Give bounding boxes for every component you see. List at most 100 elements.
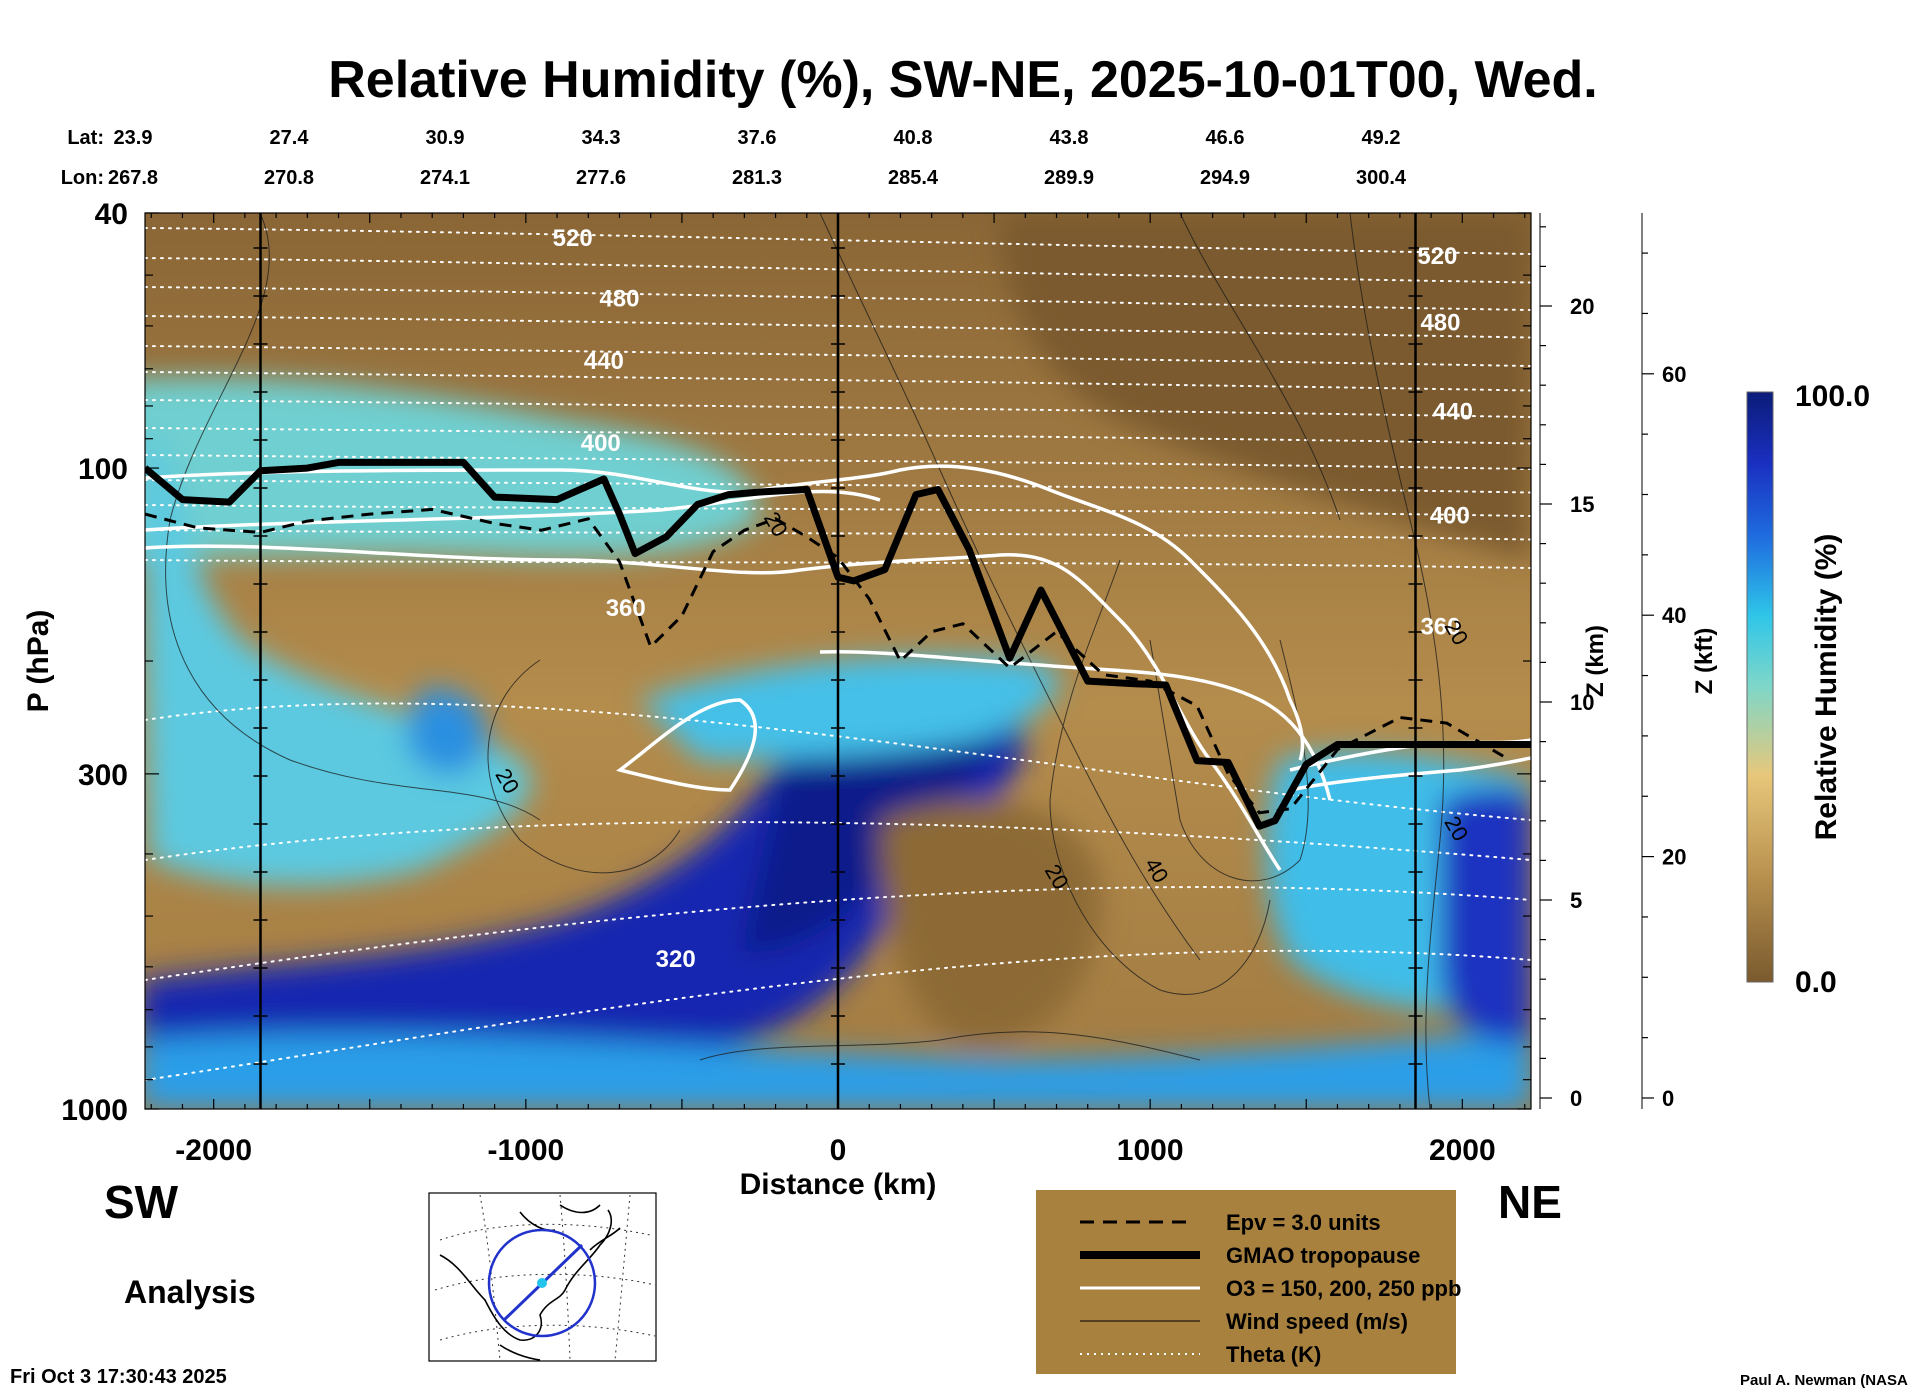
z-km-tick-label: 0 <box>1570 1086 1582 1111</box>
ozone-contour <box>145 544 1282 871</box>
theta-contour <box>145 559 1531 569</box>
colorbar-label: Relative Humidity (%) <box>1810 534 1843 841</box>
lon-label: Lon: <box>61 167 104 189</box>
z-km-tick-label: 15 <box>1570 492 1594 517</box>
theta-contour <box>145 479 1531 494</box>
y-axis-label: P (hPa) <box>22 610 55 713</box>
lon-value: 267.8 <box>108 167 158 189</box>
theta-label: 360 <box>606 595 646 622</box>
y-tick-label: 300 <box>78 759 128 792</box>
theta-label: 520 <box>553 225 593 252</box>
x-tick-label: -2000 <box>175 1134 252 1167</box>
rh-saturated-right <box>1440 788 1531 1043</box>
y-tick-label: 40 <box>95 198 128 231</box>
theta-label: 400 <box>581 430 621 457</box>
ozone-contour <box>616 698 758 792</box>
theta-contour <box>145 702 1531 821</box>
rh-moist-region-left <box>145 433 531 886</box>
theta-label: 440 <box>1433 399 1473 426</box>
lat-value: 46.6 <box>1206 127 1245 149</box>
theta-contour <box>145 286 1531 311</box>
theta-contour <box>145 371 1531 392</box>
z-km-axis: 0 5 10 15 20 Z (km) <box>1539 213 1609 1111</box>
ozone-contour <box>819 650 1332 801</box>
theta-label: 480 <box>1420 309 1460 336</box>
z-kft-axis: 0 20 40 60 Z (kft) <box>1641 213 1718 1111</box>
wind-contour <box>1049 559 1271 995</box>
legend-label-theta: Theta (K) <box>1226 1342 1321 1367</box>
lat-value: 49.2 <box>1362 127 1401 149</box>
lat-value: 27.4 <box>270 127 310 149</box>
theta-contour <box>145 886 1531 981</box>
colorbar-min-label: 0.0 <box>1795 966 1837 999</box>
theta-contour <box>145 227 1531 255</box>
lat-value: 37.6 <box>738 127 777 149</box>
theta-contour <box>145 315 1531 339</box>
z-kft-tick-label: 20 <box>1662 845 1686 870</box>
tropopause-group <box>145 458 1531 830</box>
rh-field <box>145 213 1531 1109</box>
lat-value: 30.9 <box>426 127 465 149</box>
timestamp: Fri Oct 3 17:30:43 2025 <box>10 1366 227 1388</box>
colorbar-max-label: 100.0 <box>1795 380 1870 413</box>
legend: Epv = 3.0 units GMAO tropopause O3 = 150… <box>1036 1190 1461 1374</box>
theta-label: 520 <box>1417 243 1457 270</box>
theta-contour <box>145 821 1531 861</box>
theta-contour <box>145 949 1531 1081</box>
theta-label: 320 <box>656 946 696 973</box>
mode-label: Analysis <box>124 1274 256 1310</box>
theta-contour <box>145 427 1531 445</box>
direction-right: NE <box>1498 1176 1562 1228</box>
wind-contour <box>487 659 681 874</box>
lon-value: 285.4 <box>888 167 939 189</box>
theta-contour <box>145 399 1531 418</box>
x-tick-label: 1000 <box>1117 1134 1184 1167</box>
theta-contour <box>145 454 1531 470</box>
x-tick-label: -1000 <box>487 1134 564 1167</box>
wind-contour <box>819 213 1201 961</box>
rh-dry-pocket-center <box>880 800 1102 1050</box>
z-km-tick-label: 5 <box>1570 888 1582 913</box>
inset-map-coastline <box>439 1204 621 1361</box>
z-kft-axis-label: Z (kft) <box>1691 628 1718 695</box>
inset-map-domain-circle <box>487 1228 597 1338</box>
z-km-tick-label: 20 <box>1570 294 1594 319</box>
theta-contour <box>145 257 1531 284</box>
rh-moist-core-left <box>405 688 487 775</box>
inset-map-frame <box>428 1192 657 1362</box>
lat-value: 43.8 <box>1050 127 1089 149</box>
reference-lines <box>253 213 1423 1109</box>
credit: Paul A. Newman (NASA <box>1740 1372 1908 1389</box>
theta-contour <box>145 504 1531 517</box>
z-kft-tick-label: 40 <box>1662 603 1686 628</box>
x-axis: -2000 -1000 0 1000 2000 Distance (km) <box>150 213 1526 1201</box>
inset-map <box>428 1192 657 1362</box>
lat-value: 23.9 <box>114 127 153 149</box>
y-tick-label: 1000 <box>61 1094 128 1127</box>
lat-value: 34.3 <box>582 127 621 149</box>
y-axis: 40 100 300 1000 P (hPa) <box>22 198 1531 1127</box>
x-axis-label: Distance (km) <box>740 1168 937 1201</box>
z-kft-tick-label: 0 <box>1662 1086 1674 1111</box>
lon-value: 274.1 <box>420 167 470 189</box>
lon-value: 281.3 <box>732 167 782 189</box>
wind-contour <box>1349 213 1445 1109</box>
lat-value: 40.8 <box>894 127 933 149</box>
lat-label: Lat: <box>67 127 104 149</box>
inset-map-graticule <box>434 1194 656 1361</box>
rh-moist-band-mid <box>640 656 1059 760</box>
ozone-contour <box>1289 756 1531 792</box>
x-tick-label: 2000 <box>1429 1134 1496 1167</box>
lon-value: 289.9 <box>1044 167 1094 189</box>
wind-contour <box>699 1031 1201 1061</box>
lon-value: 300.4 <box>1356 167 1407 189</box>
tropopause-line <box>145 458 1531 830</box>
theta-contours <box>145 227 1531 1081</box>
legend-label-wind: Wind speed (m/s) <box>1226 1309 1408 1334</box>
lon-value: 277.6 <box>576 167 626 189</box>
legend-label-epv: Epv = 3.0 units <box>1226 1210 1381 1235</box>
x-tick-label: 0 <box>830 1134 847 1167</box>
z-km-tick-label: 10 <box>1570 690 1594 715</box>
